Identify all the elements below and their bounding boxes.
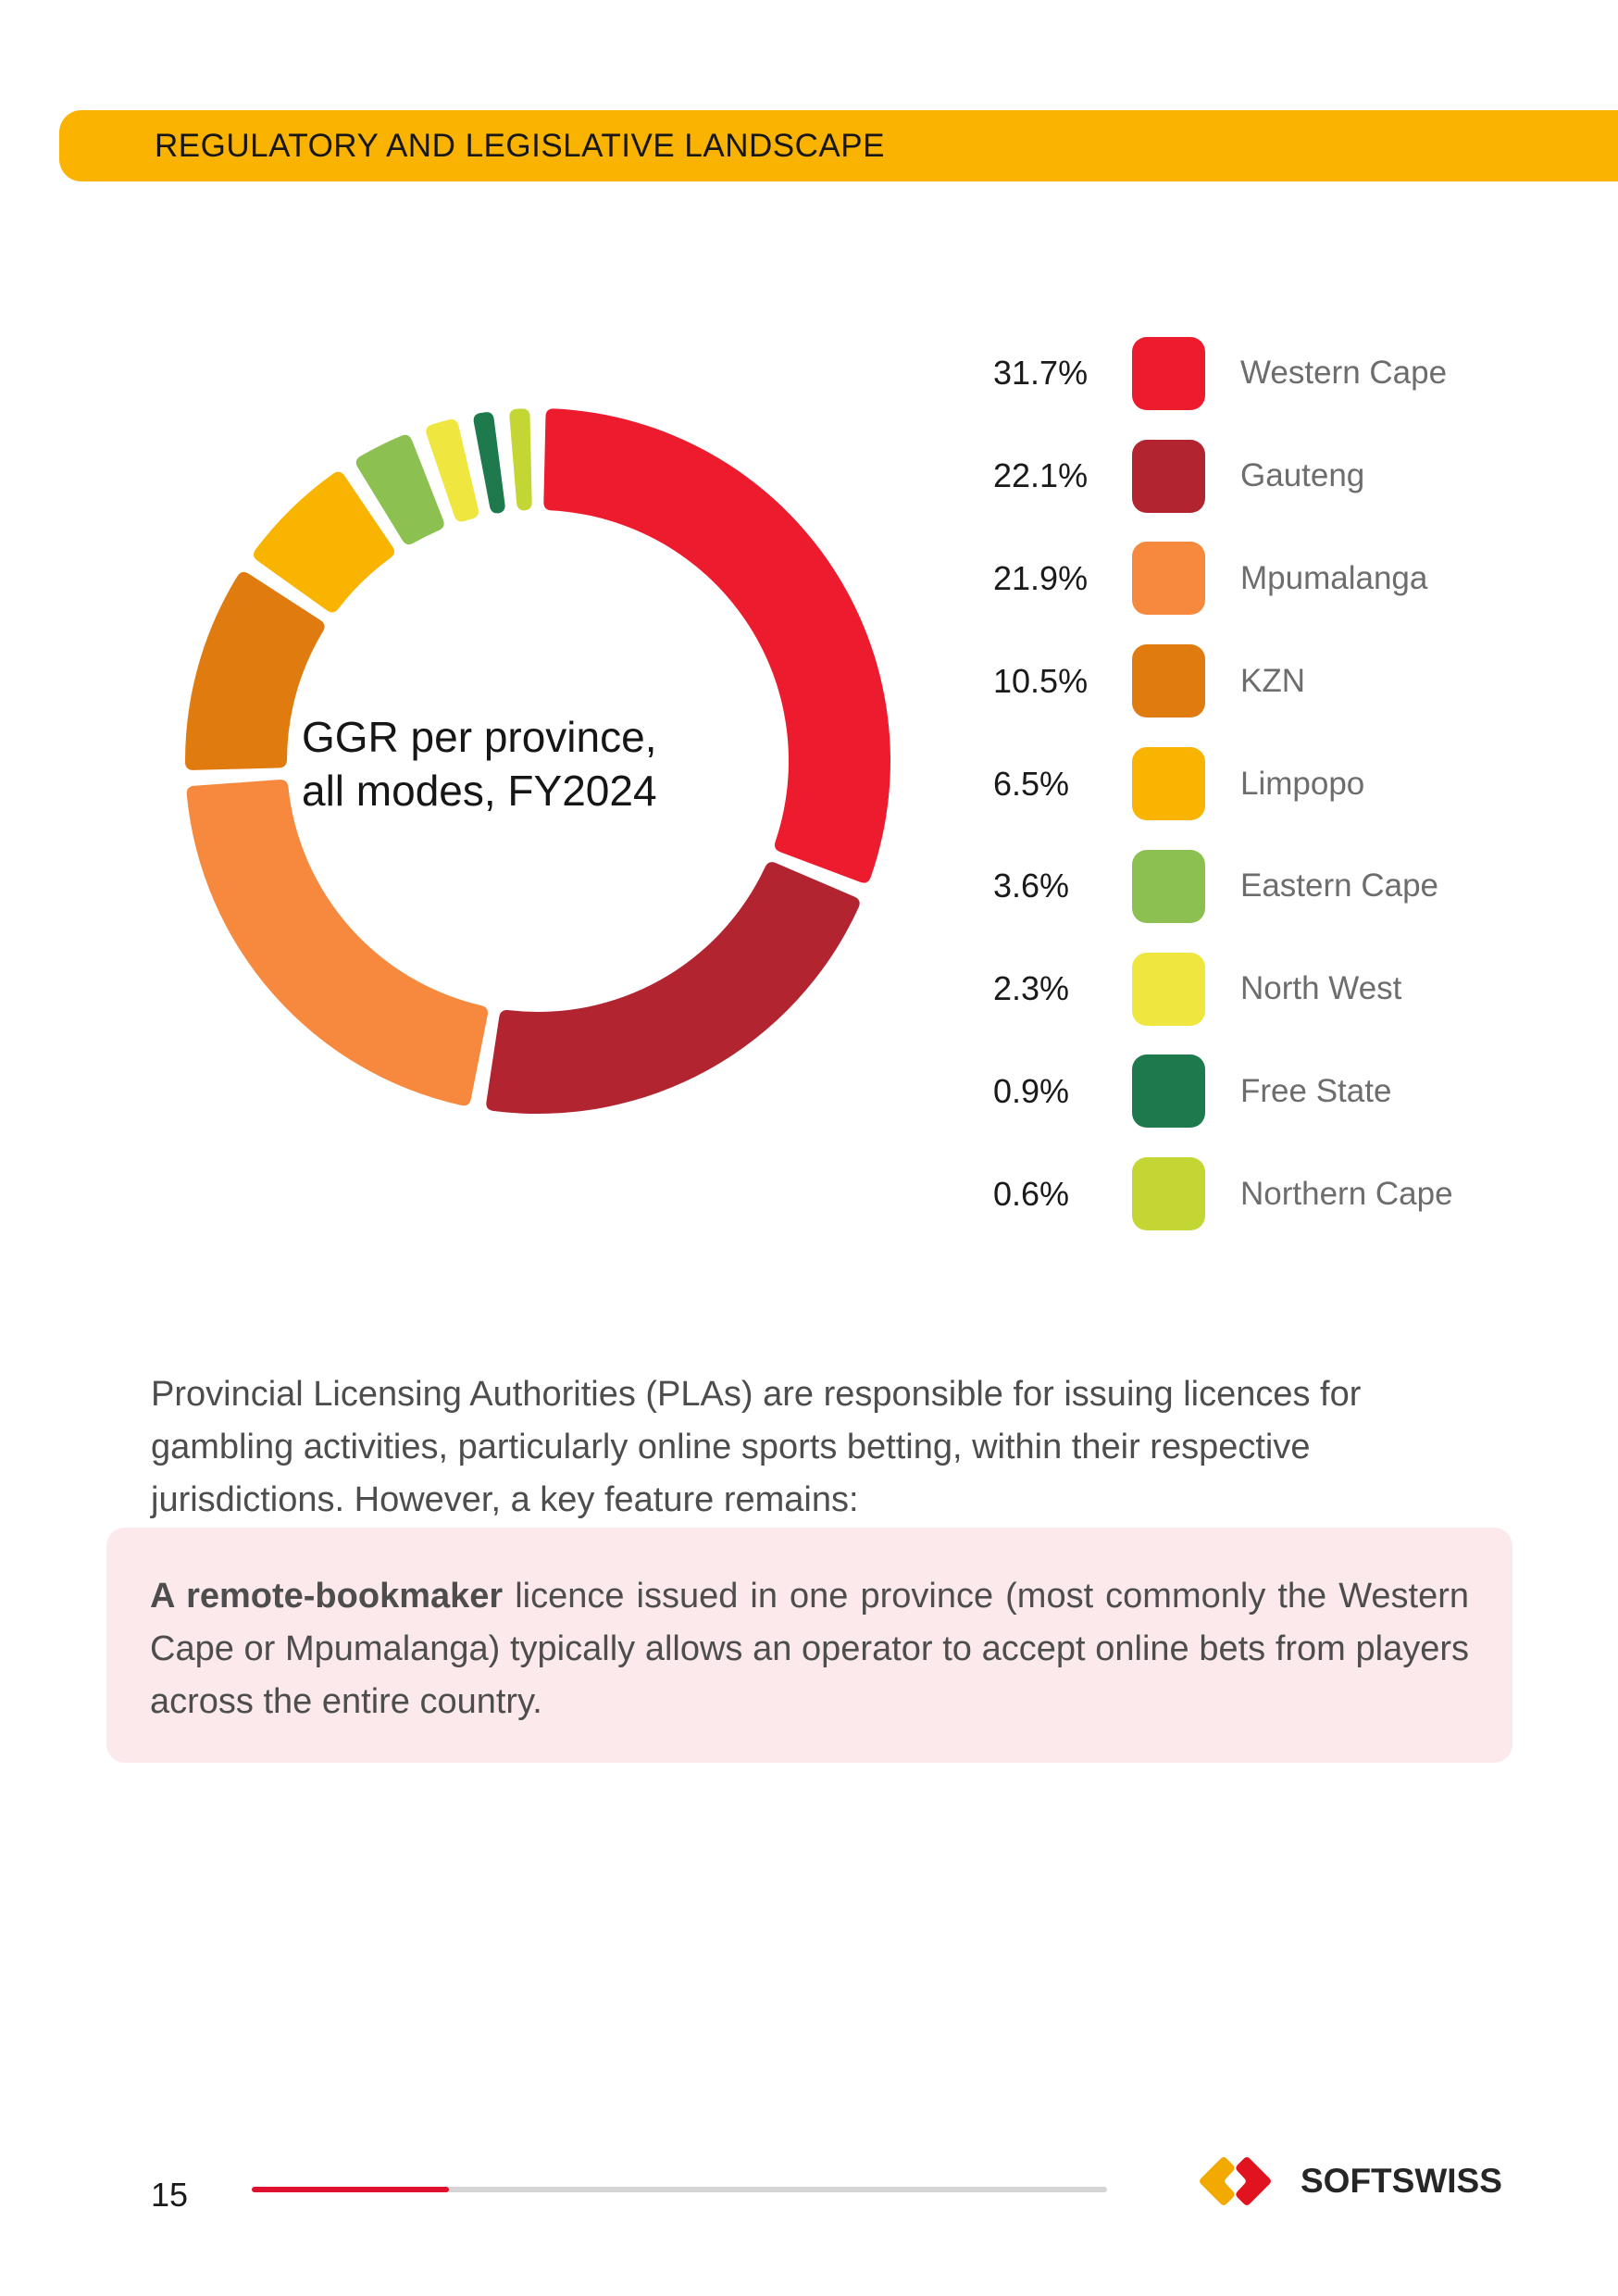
svg-text:SOFTSWISS: SOFTSWISS [1301,2162,1502,2200]
